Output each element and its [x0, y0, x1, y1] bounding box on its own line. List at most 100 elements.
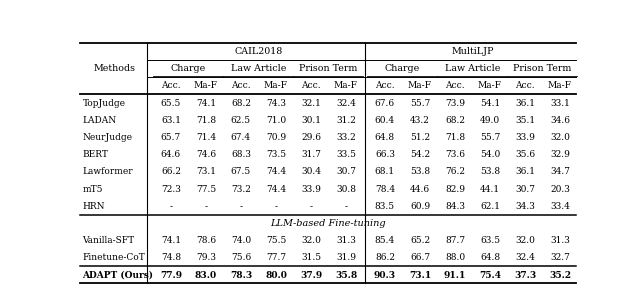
Text: 54.1: 54.1 [480, 99, 500, 108]
Text: 30.4: 30.4 [301, 167, 321, 177]
Text: 74.1: 74.1 [196, 99, 216, 108]
Text: 75.4: 75.4 [479, 271, 501, 280]
Text: 31.3: 31.3 [550, 236, 570, 245]
Text: Acc.: Acc. [231, 81, 251, 90]
Text: Methods: Methods [93, 64, 135, 73]
Text: 68.3: 68.3 [231, 150, 251, 159]
Text: 36.1: 36.1 [515, 167, 535, 177]
Text: 64.8: 64.8 [375, 133, 395, 142]
Text: 55.7: 55.7 [410, 99, 430, 108]
Text: 65.2: 65.2 [410, 236, 430, 245]
Text: 66.2: 66.2 [161, 167, 181, 177]
Text: Lawformer: Lawformer [83, 167, 133, 177]
Text: 33.5: 33.5 [336, 150, 356, 159]
Text: 30.8: 30.8 [336, 185, 356, 194]
Text: Acc.: Acc. [515, 81, 535, 90]
Text: 32.9: 32.9 [550, 150, 570, 159]
Text: 83.5: 83.5 [375, 202, 395, 211]
Text: 75.6: 75.6 [231, 253, 251, 263]
Text: 43.2: 43.2 [410, 116, 430, 125]
Text: Charge: Charge [171, 64, 206, 73]
Text: 75.5: 75.5 [266, 236, 286, 245]
Text: NeurJudge: NeurJudge [83, 133, 132, 142]
Text: 78.6: 78.6 [196, 236, 216, 245]
Text: HRN: HRN [83, 202, 105, 211]
Text: 73.6: 73.6 [445, 150, 465, 159]
Text: Prison Term: Prison Term [300, 64, 358, 73]
Text: 68.1: 68.1 [375, 167, 395, 177]
Text: 88.0: 88.0 [445, 253, 465, 263]
Text: 30.7: 30.7 [336, 167, 356, 177]
Text: 73.2: 73.2 [231, 185, 251, 194]
Text: 73.1: 73.1 [409, 271, 431, 280]
Text: 32.1: 32.1 [301, 99, 321, 108]
Text: 84.3: 84.3 [445, 202, 465, 211]
Text: Ma-F: Ma-F [264, 81, 288, 90]
Text: 76.2: 76.2 [445, 167, 465, 177]
Text: Ma-F: Ma-F [408, 81, 432, 90]
Text: Acc.: Acc. [375, 81, 395, 90]
Text: 37.3: 37.3 [514, 271, 536, 280]
Text: 77.7: 77.7 [266, 253, 286, 263]
Text: Ma-F: Ma-F [194, 81, 218, 90]
Text: 35.6: 35.6 [515, 150, 535, 159]
Text: LADAN: LADAN [83, 116, 116, 125]
Text: 53.8: 53.8 [480, 167, 500, 177]
Text: 62.1: 62.1 [480, 202, 500, 211]
Text: -: - [310, 202, 312, 211]
Text: 54.2: 54.2 [410, 150, 430, 159]
Text: CAIL2018: CAIL2018 [234, 47, 283, 56]
Text: 53.8: 53.8 [410, 167, 430, 177]
Text: MultiLJP: MultiLJP [451, 47, 493, 56]
Text: -: - [204, 202, 207, 211]
Text: 65.7: 65.7 [161, 133, 181, 142]
Text: 78.4: 78.4 [375, 185, 395, 194]
Text: Ma-F: Ma-F [548, 81, 572, 90]
Text: 72.3: 72.3 [161, 185, 181, 194]
Text: 63.5: 63.5 [480, 236, 500, 245]
Text: 32.4: 32.4 [515, 253, 535, 263]
Text: 74.3: 74.3 [266, 99, 286, 108]
Text: 37.9: 37.9 [300, 271, 322, 280]
Text: 29.6: 29.6 [301, 133, 321, 142]
Text: 73.9: 73.9 [445, 99, 465, 108]
Text: 85.4: 85.4 [375, 236, 395, 245]
Text: 74.6: 74.6 [196, 150, 216, 159]
Text: 35.1: 35.1 [515, 116, 535, 125]
Text: 35.8: 35.8 [335, 271, 357, 280]
Text: 34.6: 34.6 [550, 116, 570, 125]
Text: 32.4: 32.4 [336, 99, 356, 108]
Text: 64.8: 64.8 [480, 253, 500, 263]
Text: 80.0: 80.0 [265, 271, 287, 280]
Text: 34.3: 34.3 [515, 202, 535, 211]
Text: 65.5: 65.5 [161, 99, 181, 108]
Text: 73.1: 73.1 [196, 167, 216, 177]
Text: 68.2: 68.2 [231, 99, 251, 108]
Text: ADAPT (Ours): ADAPT (Ours) [83, 271, 154, 280]
Text: 31.2: 31.2 [336, 116, 356, 125]
Text: Acc.: Acc. [301, 81, 321, 90]
Text: 78.3: 78.3 [230, 271, 252, 280]
Text: 30.7: 30.7 [515, 185, 535, 194]
Text: 33.4: 33.4 [550, 202, 570, 211]
Text: 55.7: 55.7 [480, 133, 500, 142]
Text: 33.1: 33.1 [550, 99, 570, 108]
Text: 67.4: 67.4 [231, 133, 251, 142]
Text: BERT: BERT [83, 150, 108, 159]
Text: 31.3: 31.3 [336, 236, 356, 245]
Text: 32.0: 32.0 [515, 236, 535, 245]
Text: mT5: mT5 [83, 185, 103, 194]
Text: Law Article: Law Article [445, 64, 500, 73]
Text: 90.3: 90.3 [374, 271, 396, 280]
Text: 60.9: 60.9 [410, 202, 430, 211]
Text: LLM-based Fine-tuning: LLM-based Fine-tuning [270, 219, 386, 228]
Text: 32.0: 32.0 [301, 236, 321, 245]
Text: 74.0: 74.0 [231, 236, 251, 245]
Text: 77.9: 77.9 [160, 271, 182, 280]
Text: -: - [239, 202, 243, 211]
Text: 62.5: 62.5 [231, 116, 251, 125]
Text: 44.1: 44.1 [480, 185, 500, 194]
Text: 35.2: 35.2 [549, 271, 571, 280]
Text: 91.1: 91.1 [444, 271, 466, 280]
Text: 64.6: 64.6 [161, 150, 181, 159]
